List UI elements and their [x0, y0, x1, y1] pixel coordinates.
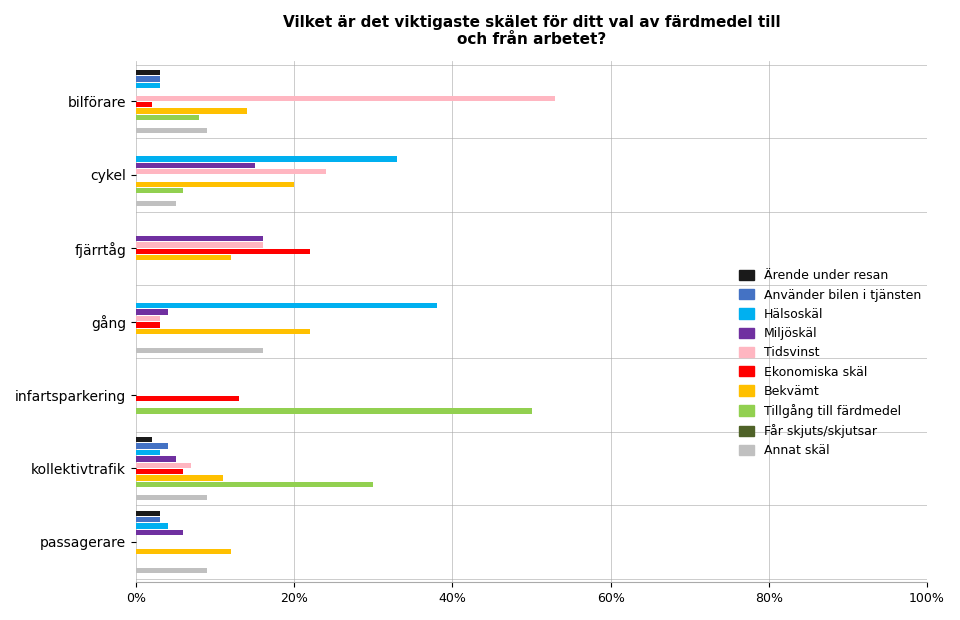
- Title: Vilket är det viktigaste skälet för ditt val av färdmedel till
och från arbetet?: Vilket är det viktigaste skälet för ditt…: [282, 15, 780, 47]
- Bar: [136, 242, 262, 248]
- Bar: [136, 510, 159, 516]
- Bar: [136, 182, 294, 187]
- Bar: [136, 201, 176, 206]
- Bar: [136, 255, 231, 260]
- Bar: [136, 169, 325, 174]
- Bar: [136, 482, 373, 487]
- Bar: [136, 249, 310, 254]
- Bar: [136, 128, 207, 133]
- Bar: [136, 409, 532, 414]
- Bar: [136, 495, 207, 500]
- Bar: [136, 348, 262, 353]
- Bar: [136, 450, 159, 455]
- Bar: [136, 529, 183, 535]
- Bar: [136, 469, 183, 474]
- Bar: [136, 329, 310, 334]
- Bar: [136, 236, 262, 241]
- Bar: [136, 396, 239, 401]
- Bar: [136, 70, 159, 76]
- Bar: [136, 102, 152, 107]
- Bar: [136, 108, 247, 113]
- Bar: [136, 463, 191, 468]
- Bar: [136, 303, 437, 308]
- Bar: [136, 476, 223, 480]
- Bar: [136, 76, 159, 82]
- Bar: [136, 95, 555, 101]
- Bar: [136, 443, 168, 449]
- Bar: [136, 456, 176, 461]
- Bar: [136, 156, 397, 162]
- Bar: [136, 162, 254, 168]
- Bar: [136, 316, 159, 321]
- Bar: [136, 188, 183, 193]
- Bar: [136, 549, 231, 554]
- Bar: [136, 437, 152, 443]
- Bar: [136, 83, 159, 88]
- Bar: [136, 322, 159, 327]
- Bar: [136, 568, 207, 574]
- Legend: Ärende under resan, Använder bilen i tjänsten, Hälsoskäl, Miljöskäl, Tidsvinst, : Ärende under resan, Använder bilen i tjä…: [738, 269, 921, 458]
- Bar: [136, 523, 168, 529]
- Bar: [136, 309, 168, 315]
- Bar: [136, 115, 200, 120]
- Bar: [136, 517, 159, 522]
